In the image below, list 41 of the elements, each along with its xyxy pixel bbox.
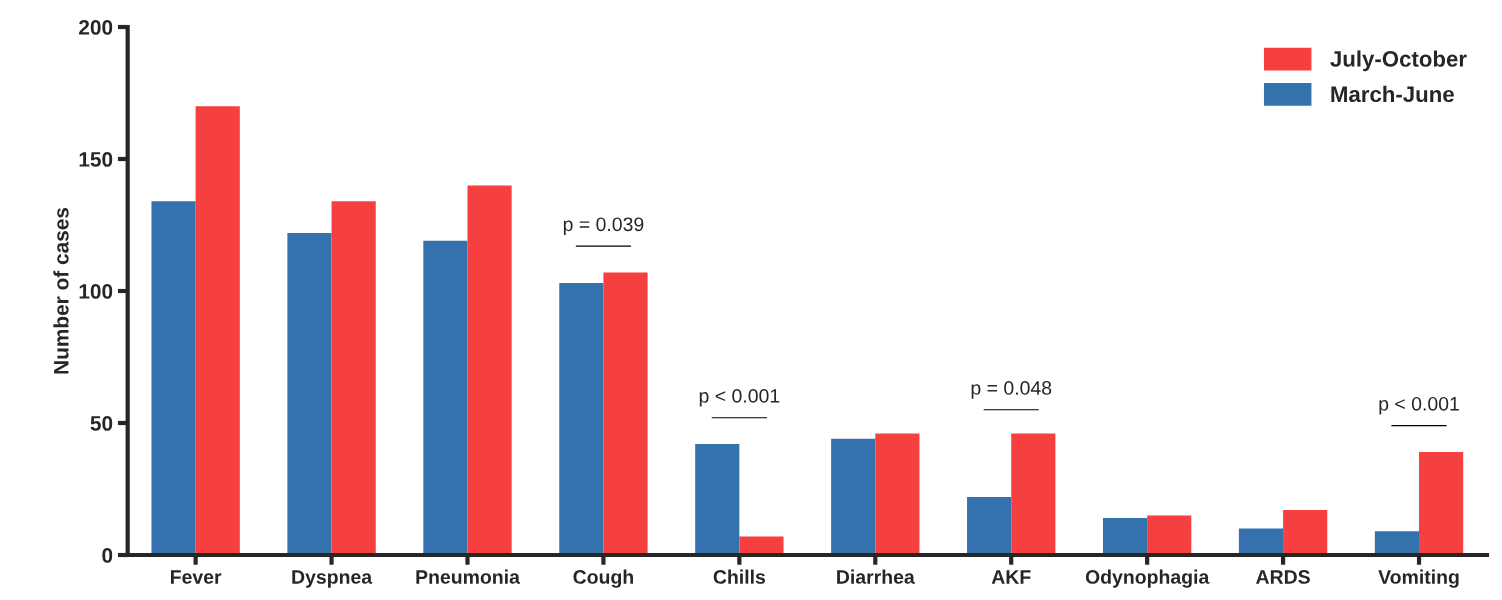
bar <box>695 444 740 555</box>
bar <box>1102 518 1148 555</box>
y-tick-label: 0 <box>102 548 113 563</box>
y-tick-label: 200 <box>79 20 113 35</box>
bar <box>1419 452 1464 555</box>
bar <box>331 201 376 555</box>
bar <box>1147 515 1192 555</box>
bar <box>603 272 648 555</box>
bar <box>1238 528 1284 555</box>
bar <box>1374 531 1420 555</box>
bar <box>1283 510 1328 555</box>
bar <box>967 496 1012 555</box>
bar <box>467 185 512 555</box>
x-tick-label: Vomiting <box>1378 569 1459 588</box>
x-tick-label: ARDS <box>1256 570 1310 584</box>
x-tick-label: Pneumonia <box>416 569 521 584</box>
x-tick-label: AKF <box>991 570 1031 584</box>
annotation: p = 0.048 <box>971 381 1052 399</box>
y-axis-title: Number of cases <box>53 207 69 374</box>
bar <box>423 240 468 555</box>
bar <box>151 201 196 555</box>
y-tick-label: 50 <box>90 416 113 431</box>
x-tick-label: Chills <box>713 569 766 584</box>
bar <box>559 283 604 555</box>
legend-label: March-June <box>1331 85 1454 103</box>
bar <box>287 232 332 555</box>
bar <box>1011 433 1056 555</box>
y-tick-label: 100 <box>79 284 113 299</box>
x-tick-label: Diarrhea <box>837 569 915 584</box>
annotation: p < 0.001 <box>1379 396 1459 415</box>
annotation: p < 0.001 <box>699 389 780 407</box>
x-tick-label: Odynophagia <box>1085 569 1210 588</box>
y-tick-label: 150 <box>79 152 113 167</box>
x-tick-label: Dyspnea <box>292 570 373 588</box>
x-tick-label: Fever <box>170 570 222 584</box>
bar <box>831 438 876 555</box>
x-tick-label: Cough <box>573 569 633 588</box>
bar <box>875 433 920 555</box>
annotation: p = 0.039 <box>563 217 644 236</box>
legend-label: July-October <box>1330 50 1467 72</box>
bar <box>195 106 240 555</box>
